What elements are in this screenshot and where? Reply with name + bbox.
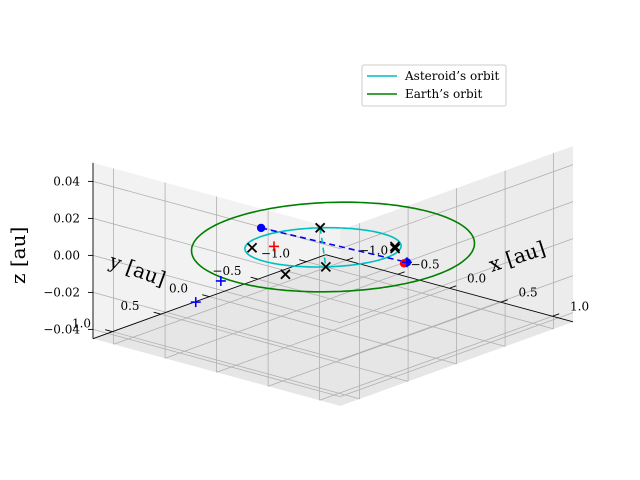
x-tick-label-1: −0.5 [410, 257, 439, 271]
legend-label-earth: Earth’s orbit [405, 87, 482, 101]
marker-plus-12 [401, 257, 412, 268]
y-tick-mark-0 [299, 259, 307, 263]
y-tick-label-2: 0.0 [169, 281, 188, 295]
grid-wall-right-z-4 [340, 164, 574, 249]
marker-x-stroke-b-8 [280, 269, 291, 280]
marker-dot-2 [399, 259, 409, 268]
marker-plus-9 [215, 275, 226, 286]
y-tick-label-1: −0.5 [212, 264, 241, 278]
z-tick-label-2: 0.00 [53, 248, 80, 262]
y-tick-mark-4 [105, 329, 113, 333]
marker-x-5 [389, 241, 401, 252]
orbit-line-earth [190, 201, 476, 293]
legend: Asteroid’s orbit Earth’s orbit [361, 64, 507, 107]
x-tick-mark-4 [552, 313, 560, 317]
marker-x-stroke-b-4 [389, 243, 401, 254]
grid-floor-y-3 [160, 313, 409, 382]
x-tick-mark-2 [449, 285, 457, 289]
y-tick-label-3: 0.5 [120, 299, 139, 313]
grid-lines [92, 153, 574, 401]
axis-lines [88, 162, 574, 340]
grid-wall-right-z-1 [340, 275, 574, 360]
marker-plus-10 [190, 297, 201, 308]
tick-labels: −1.0−0.50.00.51.0−1.0−0.50.00.51.0−0.04−… [43, 174, 589, 336]
z-axis-label: z [au] [6, 227, 30, 284]
x-tick-label-2: 0.0 [467, 271, 486, 285]
grid-wall-left-z-1 [92, 292, 341, 360]
x-tick-label-3: 0.5 [519, 285, 538, 299]
x-tick-label-0: −1.0 [359, 243, 388, 257]
grid-floor-y-1 [257, 278, 506, 347]
marker-x-stroke-b-7 [320, 261, 331, 273]
y-tick-mark-2 [202, 294, 210, 298]
x-tick-mark-1 [397, 271, 405, 275]
plot-area [190, 201, 476, 308]
grid-wall-right-z-2 [340, 238, 574, 323]
z-tick-label-0: −0.04 [43, 322, 80, 336]
z-tick-label-3: 0.02 [53, 211, 80, 225]
y-tick-label-4: 1.0 [72, 316, 91, 330]
grid-floor-y-2 [209, 296, 457, 365]
grid-wall-left-z-0 [92, 329, 341, 397]
marker-dot-0 [256, 223, 266, 233]
marker-x-3 [315, 222, 326, 233]
grid-floor-y-4 [112, 331, 360, 400]
dashed-segment-0 [260, 227, 408, 264]
grid-wall-left-z-2 [92, 255, 341, 323]
legend-label-asteroid: Asteroid’s orbit [404, 69, 499, 83]
grid-wall-right-z-3 [340, 201, 574, 286]
dashed-segment-1 [319, 227, 327, 268]
marker-x-8 [280, 269, 291, 280]
y-tick-mark-1 [250, 276, 259, 280]
grid-floor-y-0 [306, 261, 554, 330]
x-tick-mark-0 [346, 257, 354, 261]
y-tick-label-0: −1.0 [261, 246, 290, 260]
marker-x-stroke-b-5 [389, 241, 401, 252]
x-tick-mark-3 [500, 299, 508, 303]
y-tick-mark-3 [153, 311, 162, 315]
marker-x-stroke-b-6 [246, 242, 258, 253]
grid-wall-left-z-4 [92, 181, 341, 249]
z-tick-label-1: −0.02 [43, 285, 80, 299]
marker-x-6 [246, 242, 258, 253]
legend-box [361, 64, 507, 107]
grid-wall-right-z-0 [340, 312, 574, 397]
x-tick-label-4: 1.0 [570, 299, 589, 313]
marker-plus-11 [268, 241, 279, 252]
marker-x-7 [320, 261, 331, 273]
z-tick-label-4: 0.04 [53, 174, 80, 188]
marker-x-4 [389, 243, 401, 254]
marker-x-stroke-b-3 [315, 222, 326, 233]
grid-wall-left-z-3 [92, 218, 341, 286]
